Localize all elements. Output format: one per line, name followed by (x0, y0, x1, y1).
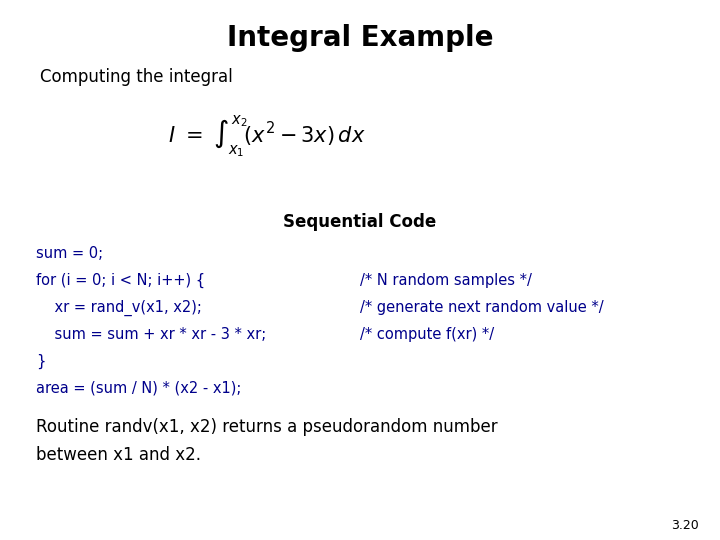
Text: sum = 0;: sum = 0; (36, 246, 103, 261)
Text: Integral Example: Integral Example (227, 24, 493, 52)
Text: /* generate next random value */: /* generate next random value */ (360, 300, 603, 315)
Text: xr = rand_v(x1, x2);: xr = rand_v(x1, x2); (36, 300, 202, 316)
Text: for (i = 0; i < N; i++) {: for (i = 0; i < N; i++) { (36, 273, 205, 288)
Text: area = (sum / N) * (x2 - x1);: area = (sum / N) * (x2 - x1); (36, 381, 241, 396)
Text: between x1 and x2.: between x1 and x2. (36, 446, 201, 463)
Text: Sequential Code: Sequential Code (284, 213, 436, 231)
Text: }: } (36, 354, 45, 369)
Text: $I \ = \ \int_{x_1}^{x_2}\!(x^2 - 3x)\, dx$: $I \ = \ \int_{x_1}^{x_2}\!(x^2 - 3x)\, … (168, 113, 365, 159)
Text: /* N random samples */: /* N random samples */ (360, 273, 532, 288)
Text: Routine randv(x1, x2) returns a pseudorandom number: Routine randv(x1, x2) returns a pseudora… (36, 418, 498, 436)
Text: 3.20: 3.20 (670, 519, 698, 532)
Text: /* compute f(xr) */: /* compute f(xr) */ (360, 327, 494, 342)
Text: Computing the integral: Computing the integral (40, 68, 233, 85)
Text: sum = sum + xr * xr - 3 * xr;: sum = sum + xr * xr - 3 * xr; (36, 327, 266, 342)
